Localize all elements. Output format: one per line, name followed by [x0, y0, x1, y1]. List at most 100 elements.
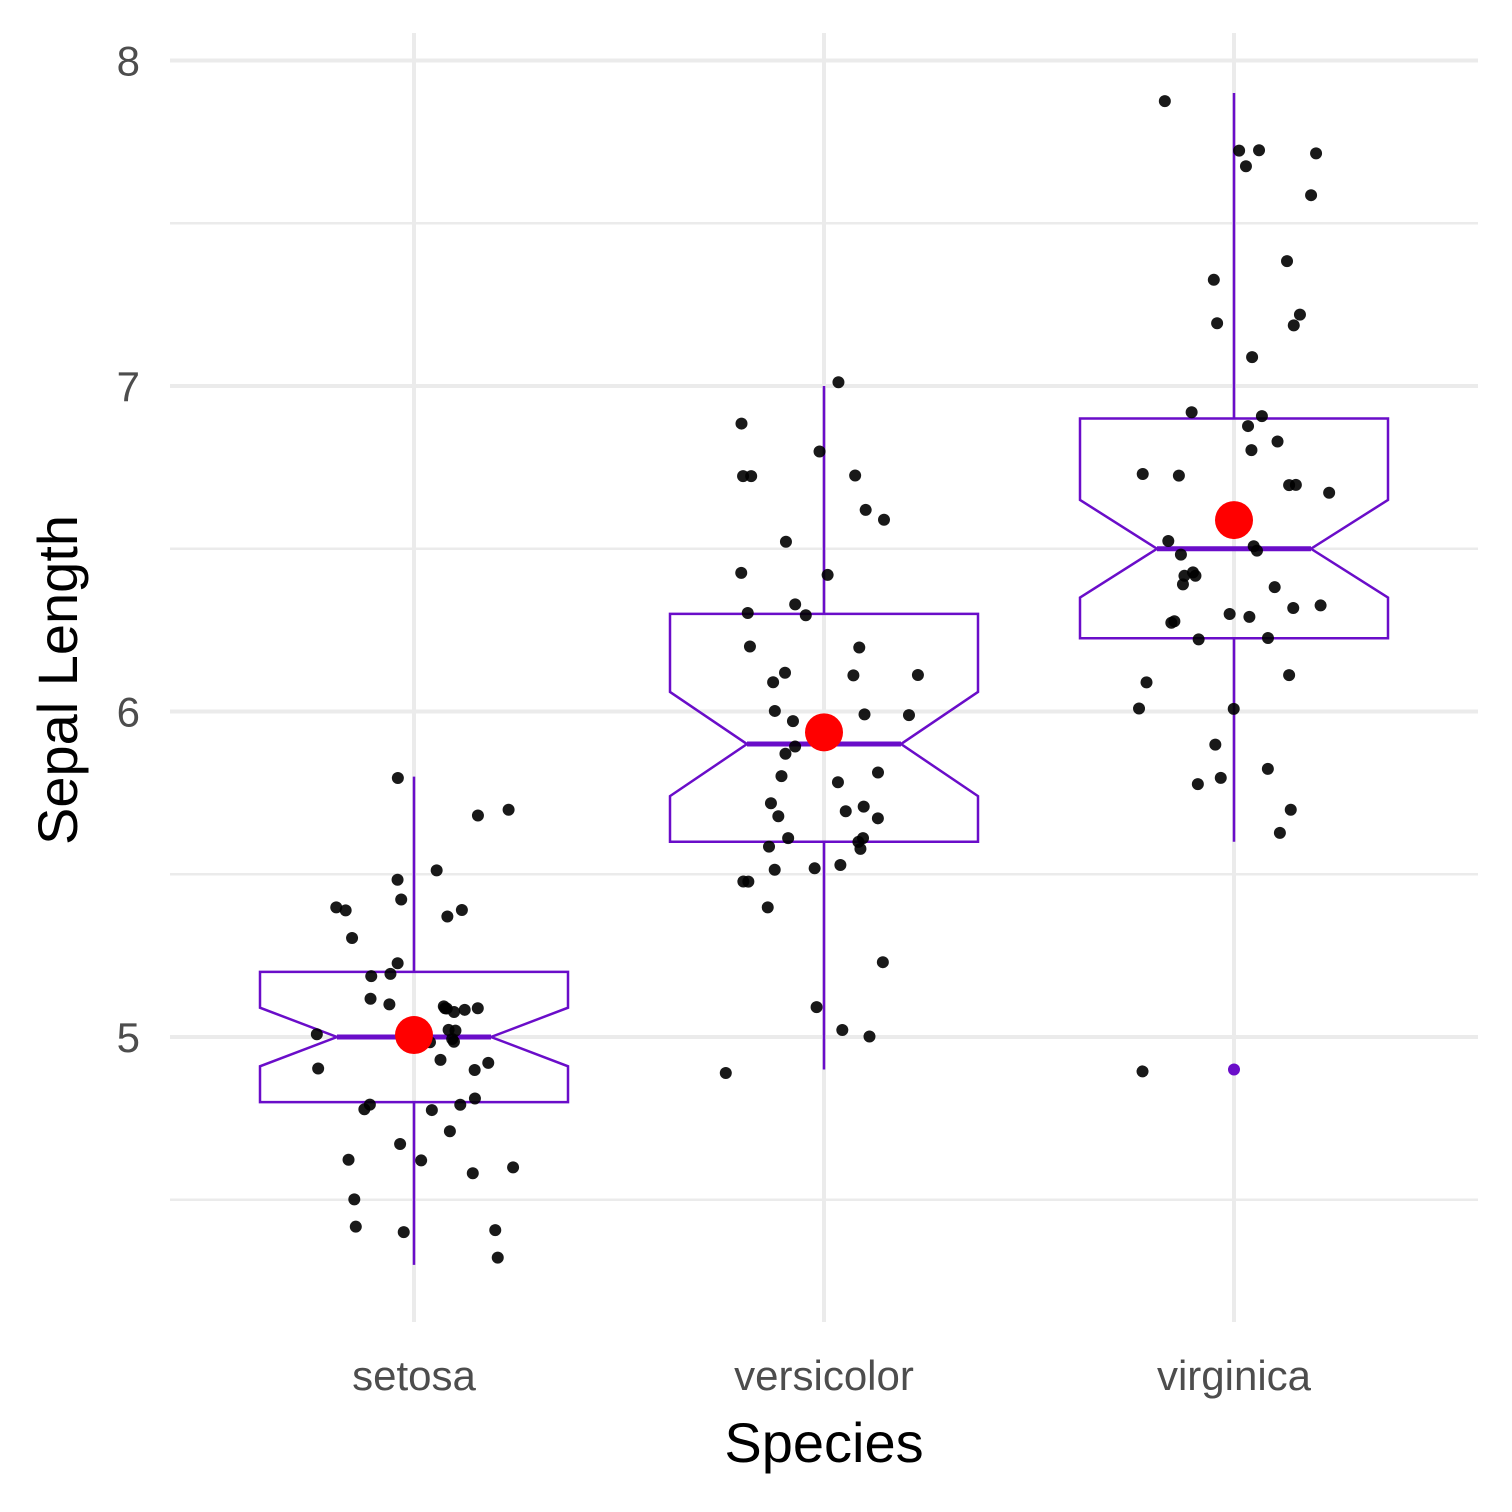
data-point — [772, 810, 785, 823]
data-point — [1243, 610, 1256, 623]
data-point — [782, 832, 795, 845]
data-point — [310, 1028, 323, 1041]
data-point — [466, 1167, 479, 1180]
data-point — [764, 797, 777, 810]
mean-markers — [395, 501, 1253, 1055]
data-point — [1136, 468, 1149, 481]
data-point — [839, 805, 852, 818]
notched-box — [258, 970, 570, 1104]
mean-point — [1215, 501, 1253, 540]
data-point — [735, 566, 748, 579]
data-point — [1284, 803, 1297, 816]
data-point — [761, 901, 774, 914]
data-point — [415, 1154, 428, 1167]
data-point — [434, 1053, 447, 1066]
data-point — [876, 956, 889, 969]
box-versicolor — [668, 386, 980, 1070]
mean-point — [395, 1016, 433, 1055]
data-point — [834, 858, 847, 871]
data-point — [1253, 144, 1266, 157]
data-point — [1136, 1065, 1149, 1078]
x-tick-label: setosa — [352, 1352, 476, 1399]
data-point — [858, 708, 871, 721]
data-point — [1283, 669, 1296, 682]
data-point — [383, 998, 396, 1011]
x-tick-label: versicolor — [734, 1352, 914, 1399]
data-point — [391, 957, 404, 970]
data-point — [808, 862, 821, 875]
data-point — [1133, 702, 1146, 715]
data-point — [779, 666, 792, 679]
data-point — [786, 715, 799, 728]
data-point — [742, 875, 755, 888]
data-point — [1214, 771, 1227, 784]
data-point — [1283, 479, 1296, 492]
data-point — [832, 376, 845, 389]
data-point — [1211, 317, 1224, 330]
data-point — [857, 800, 870, 813]
data-point — [853, 641, 866, 654]
data-point — [1245, 444, 1258, 457]
data-point — [775, 770, 788, 783]
data-point — [425, 1104, 438, 1117]
data-point — [1305, 189, 1318, 202]
data-point — [871, 766, 884, 779]
data-point — [468, 1063, 481, 1076]
data-point — [458, 1003, 471, 1016]
data-point — [735, 417, 748, 430]
data-point — [789, 740, 802, 753]
data-point — [1233, 144, 1246, 157]
data-point — [365, 970, 378, 983]
data-point — [491, 1251, 504, 1264]
data-point — [831, 776, 844, 789]
data-point — [339, 904, 352, 917]
data-point — [1310, 147, 1323, 160]
data-point — [779, 747, 792, 760]
data-point — [847, 669, 860, 682]
data-point — [507, 1161, 520, 1174]
data-point — [871, 812, 884, 825]
data-point — [1158, 95, 1171, 108]
data-point — [779, 535, 792, 548]
data-point — [859, 503, 872, 516]
data-point — [741, 607, 754, 620]
data-point — [1189, 569, 1202, 582]
data-point — [384, 967, 397, 980]
data-point — [821, 568, 834, 581]
data-point — [342, 1153, 355, 1166]
box-virginica — [1078, 93, 1390, 1076]
boxes — [258, 93, 1390, 1265]
data-point — [1191, 778, 1204, 791]
data-point — [1261, 632, 1274, 645]
data-point — [437, 1000, 450, 1013]
data-point — [768, 704, 781, 717]
data-point — [394, 1137, 407, 1150]
data-point — [489, 1224, 502, 1237]
data-point — [1174, 548, 1187, 561]
data-point — [430, 864, 443, 877]
data-point — [813, 445, 826, 458]
data-point — [1223, 607, 1236, 620]
data-point — [1227, 702, 1240, 715]
outlier-point — [1228, 1063, 1240, 1076]
data-point — [391, 873, 404, 886]
data-point — [1172, 469, 1185, 482]
data-point — [442, 1023, 455, 1036]
data-point — [1185, 406, 1198, 419]
data-point — [810, 1001, 823, 1014]
data-point — [737, 470, 750, 483]
data-point — [468, 1092, 481, 1105]
data-point — [1323, 486, 1336, 499]
data-point — [502, 803, 515, 816]
data-point — [1287, 319, 1300, 332]
data-point — [863, 1030, 876, 1043]
data-point — [768, 863, 781, 876]
data-point — [1287, 602, 1300, 615]
notched-box — [1078, 417, 1390, 640]
data-point — [878, 513, 891, 526]
data-point — [1192, 633, 1205, 646]
data-point — [330, 901, 343, 914]
data-point — [1162, 534, 1175, 547]
data-point — [1261, 762, 1274, 775]
